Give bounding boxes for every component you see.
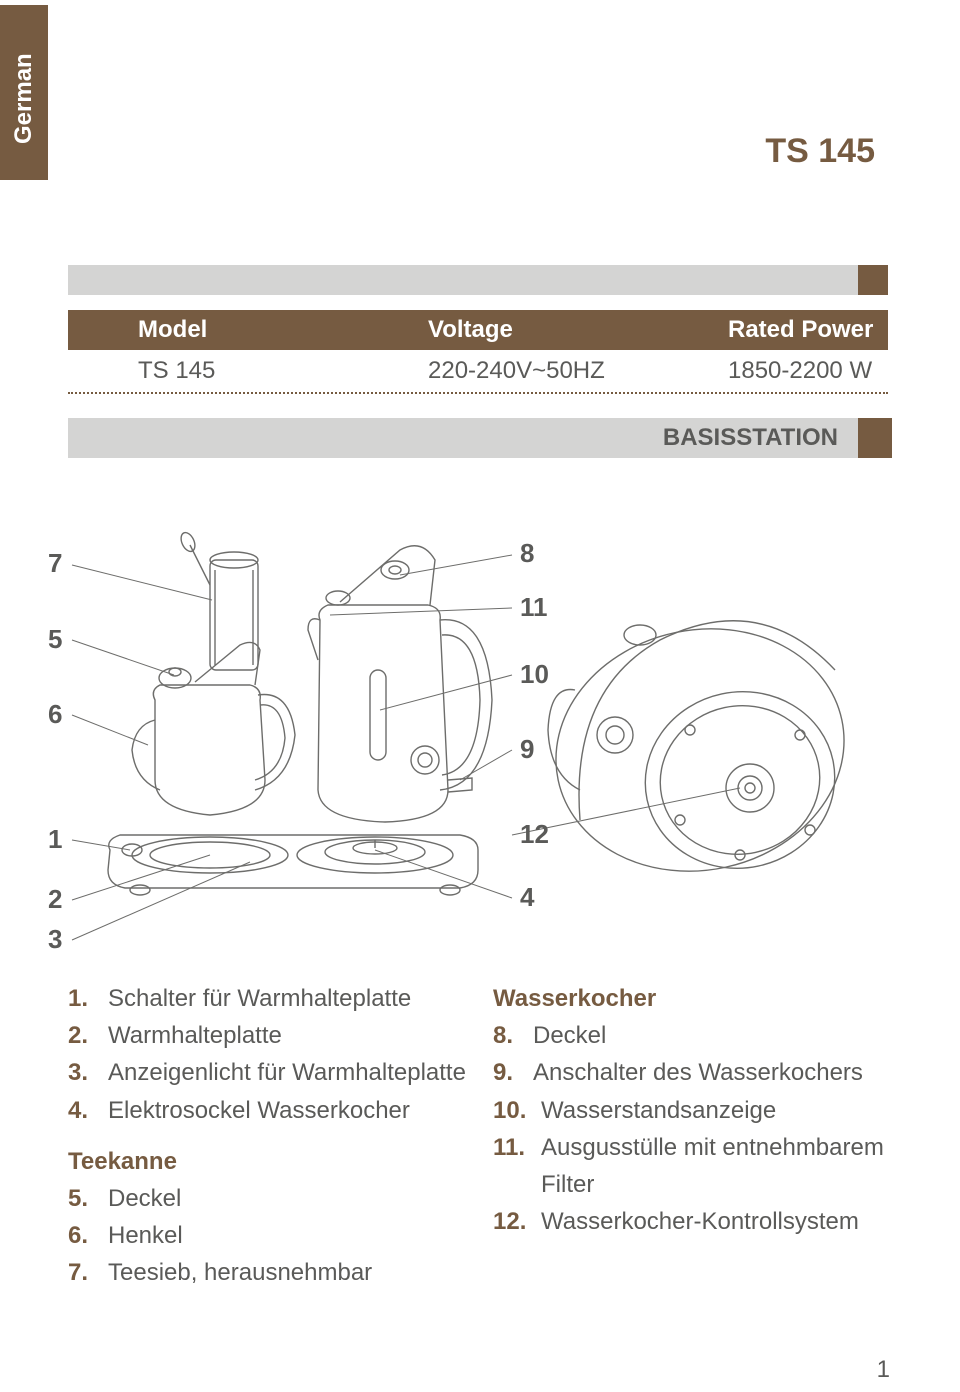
section-title-bar: BASISSTATION (68, 418, 858, 458)
label-7: 7 (48, 548, 62, 578)
legend-num: 4. (68, 1092, 108, 1129)
label-4: 4 (520, 882, 535, 912)
td-model: TS 145 (68, 357, 358, 385)
label-9: 9 (520, 734, 534, 764)
label-12: 12 (520, 819, 549, 849)
legend-text: Ausgusstülle mit entnehmba­rem Filter (541, 1129, 898, 1203)
label-1: 1 (48, 824, 62, 854)
legend-num: 12. (493, 1203, 541, 1240)
label-8: 8 (520, 538, 534, 568)
legend-col-right: Wasserkocher 8.Deckel 9.Anschalter des W… (493, 980, 898, 1292)
legend-col-left: 1.Schalter für Warmhalteplatte 2.Warmhal… (68, 980, 473, 1292)
product-title: TS 145 (765, 132, 875, 171)
th-power: Rated Power (658, 316, 888, 344)
page-number: 1 (877, 1356, 890, 1384)
decorative-square (858, 265, 888, 295)
th-voltage: Voltage (358, 316, 658, 344)
label-3: 3 (48, 924, 62, 950)
legend-num: 3. (68, 1054, 108, 1091)
th-model: Model (68, 316, 358, 344)
legend-subhead-wasserkocher: Wasserkocher (493, 980, 898, 1017)
label-5: 5 (48, 624, 62, 654)
legend-text: Wasserkocher-Kontrollsystem (541, 1203, 859, 1240)
product-diagram: 7 5 6 1 2 3 8 11 10 9 12 4 (40, 490, 920, 950)
legend-text: Deckel (533, 1017, 606, 1054)
legend-text: Elektrosockel Wasserkocher (108, 1092, 410, 1129)
legend-text: Deckel (108, 1180, 181, 1217)
legend-num: 2. (68, 1017, 108, 1054)
legend-num: 8. (493, 1017, 533, 1054)
legend-text: Schalter für Warmhalteplatte (108, 980, 411, 1017)
legend-num: 10. (493, 1092, 541, 1129)
legend-text: Anzeigenlicht für Warm­halteplatte (108, 1054, 466, 1091)
legend-num: 11. (493, 1129, 541, 1203)
legend-text: Henkel (108, 1217, 183, 1254)
legend-subhead-teekanne: Teekanne (68, 1143, 473, 1180)
legend-text: Teesieb, herausnehmbar (108, 1254, 372, 1291)
specs-table-header: Model Voltage Rated Power (68, 310, 888, 350)
specs-table-row: TS 145 220-240V~50HZ 1850-2200 W (68, 350, 888, 394)
legend-num: 5. (68, 1180, 108, 1217)
legend-num: 9. (493, 1054, 533, 1091)
parts-legend: 1.Schalter für Warmhalteplatte 2.Warmhal… (68, 980, 898, 1292)
decorative-bar (68, 265, 858, 295)
section-title: BASISSTATION (663, 424, 838, 452)
legend-num: 7. (68, 1254, 108, 1291)
label-10: 10 (520, 659, 549, 689)
label-6: 6 (48, 699, 62, 729)
legend-text: Wasserstandsanzeige (541, 1092, 776, 1129)
label-2: 2 (48, 884, 62, 914)
language-tab: German (0, 5, 48, 180)
label-11: 11 (520, 592, 548, 622)
td-power: 1850-2200 W (658, 357, 888, 385)
decorative-square (858, 418, 892, 458)
td-voltage: 220-240V~50HZ (358, 357, 658, 385)
legend-num: 6. (68, 1217, 108, 1254)
legend-text: Warmhalteplatte (108, 1017, 282, 1054)
legend-num: 1. (68, 980, 108, 1017)
legend-text: Anschalter des Wasserkochers (533, 1054, 863, 1091)
